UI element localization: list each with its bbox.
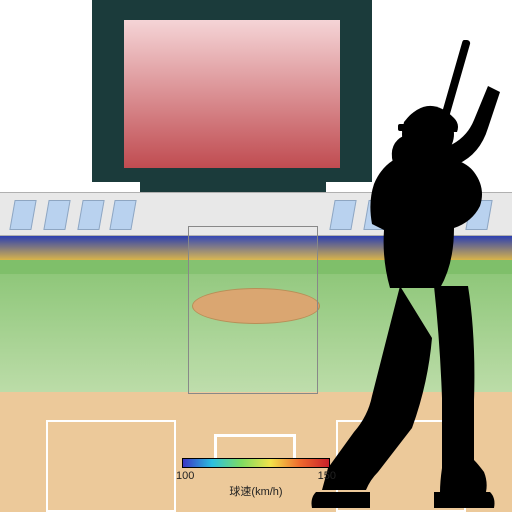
speed-tick-max: 150 xyxy=(318,470,336,482)
plate-line xyxy=(293,434,296,458)
speed-label: 球速(km/h) xyxy=(172,483,340,499)
pitch-location-scene: 100 150 球速(km/h) xyxy=(0,0,512,512)
plate-line xyxy=(214,434,217,458)
speed-legend: 100 150 球速(km/h) xyxy=(172,458,340,499)
speed-tick-min: 100 xyxy=(176,470,194,482)
plate-line xyxy=(214,434,296,437)
batters-box-left xyxy=(46,420,176,512)
strike-zone xyxy=(188,226,318,394)
speed-colorbar xyxy=(182,458,330,468)
speed-ticks: 100 150 xyxy=(172,470,340,482)
batter-silhouette xyxy=(308,40,512,510)
